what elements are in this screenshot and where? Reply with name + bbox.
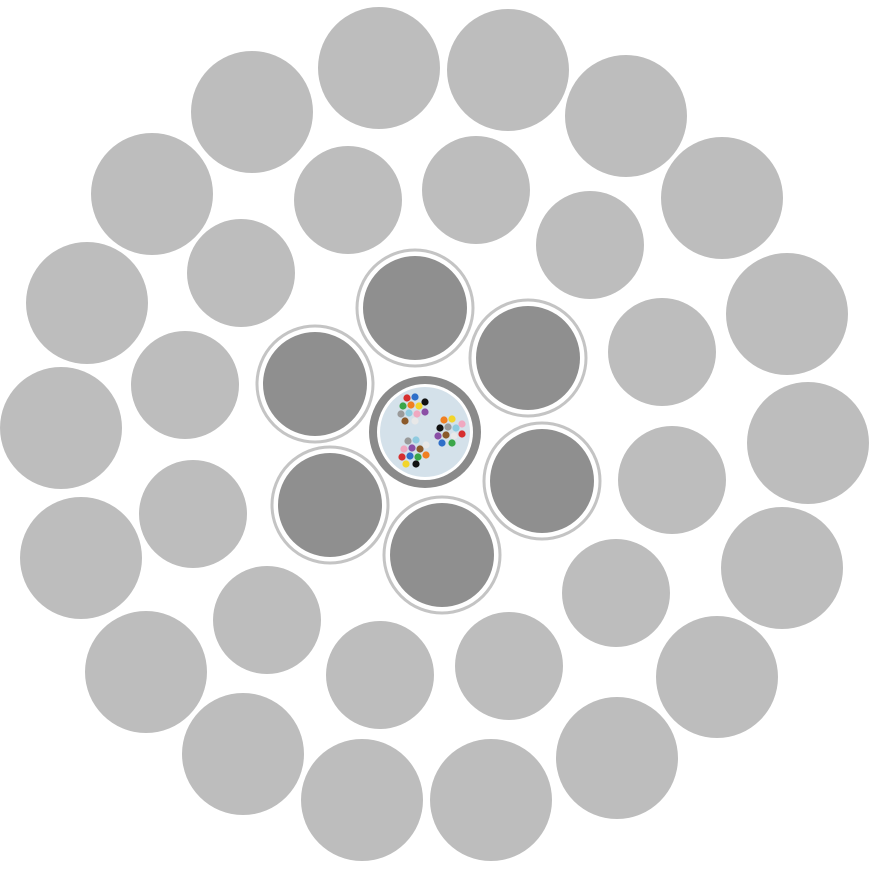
fiber <box>408 444 416 452</box>
fiber <box>458 420 466 428</box>
inner-wire <box>263 332 367 436</box>
fiber <box>438 439 446 447</box>
fiber <box>442 431 450 439</box>
outer-wire <box>182 693 304 815</box>
middle-wire <box>294 146 402 254</box>
fiber <box>414 453 422 461</box>
outer-wire <box>318 7 440 129</box>
outer-wire <box>656 616 778 738</box>
fiber <box>407 401 415 409</box>
outer-wire <box>661 137 783 259</box>
fiber <box>422 441 430 449</box>
middle-wire <box>326 621 434 729</box>
fiber <box>401 417 409 425</box>
fiber <box>416 445 424 453</box>
middle-wire <box>562 539 670 647</box>
outer-wire <box>191 51 313 173</box>
middle-wire <box>608 298 716 406</box>
middle-wire <box>131 331 239 439</box>
fiber <box>452 424 460 432</box>
fiber <box>411 417 419 425</box>
fiber <box>398 453 406 461</box>
outer-wire <box>85 611 207 733</box>
fiber <box>397 410 405 418</box>
inner-wire <box>363 256 467 360</box>
middle-wire <box>536 191 644 299</box>
middle-wire <box>422 136 530 244</box>
fiber <box>402 460 410 468</box>
middle-wire <box>213 566 321 674</box>
fiber <box>450 432 458 440</box>
fiber <box>444 423 452 431</box>
fiber <box>412 460 420 468</box>
middle-wire <box>187 219 295 327</box>
fiber <box>399 402 407 410</box>
fiber <box>421 398 429 406</box>
middle-wire <box>139 460 247 568</box>
fiber <box>436 424 444 432</box>
outer-wire <box>20 497 142 619</box>
fiber <box>413 410 421 418</box>
outer-wire <box>747 382 869 504</box>
fiber <box>406 452 414 460</box>
outer-wire <box>430 739 552 861</box>
fiber <box>448 415 456 423</box>
inner-wire <box>490 429 594 533</box>
fiber <box>415 402 423 410</box>
outer-wire <box>447 9 569 131</box>
fiber <box>434 432 442 440</box>
middle-wire <box>618 426 726 534</box>
middle-wire <box>455 612 563 720</box>
fiber <box>458 430 466 438</box>
outer-wire <box>726 253 848 375</box>
outer-wire <box>556 697 678 819</box>
outer-wire <box>26 242 148 364</box>
outer-wire <box>301 739 423 861</box>
fiber <box>422 451 430 459</box>
fiber <box>411 393 419 401</box>
fiber <box>404 437 412 445</box>
inner-wire <box>390 503 494 607</box>
fiber <box>440 416 448 424</box>
outer-wire <box>565 55 687 177</box>
inner-wire <box>278 453 382 557</box>
outer-wire <box>91 133 213 255</box>
outer-wire <box>721 507 843 629</box>
fiber <box>405 409 413 417</box>
outer-wire <box>0 367 122 489</box>
fiber <box>448 439 456 447</box>
fiber <box>412 436 420 444</box>
fiber <box>400 445 408 453</box>
inner-wire <box>476 306 580 410</box>
fiber <box>421 408 429 416</box>
fiber <box>403 394 411 402</box>
